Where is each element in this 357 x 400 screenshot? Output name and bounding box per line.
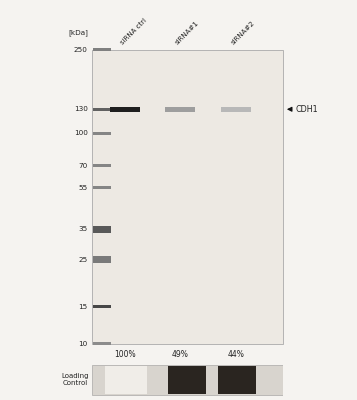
Text: 15: 15 <box>79 304 88 310</box>
Bar <box>93 256 111 263</box>
Text: 55: 55 <box>79 185 88 191</box>
Bar <box>93 186 111 190</box>
Bar <box>93 164 111 167</box>
Text: Loading
Control: Loading Control <box>61 373 89 386</box>
Text: 250: 250 <box>74 46 88 52</box>
Text: 44%: 44% <box>228 350 245 359</box>
Bar <box>165 107 195 112</box>
Text: 35: 35 <box>79 226 88 232</box>
Bar <box>93 305 111 308</box>
Bar <box>93 108 111 111</box>
Bar <box>93 342 111 345</box>
Text: siRNA#2: siRNA#2 <box>230 20 256 46</box>
Bar <box>92 50 283 344</box>
Bar <box>93 226 111 233</box>
Text: 130: 130 <box>74 106 88 112</box>
Text: 100: 100 <box>74 130 88 136</box>
Bar <box>168 366 206 394</box>
Text: 49%: 49% <box>171 350 188 359</box>
Text: 10: 10 <box>79 341 88 347</box>
Bar <box>110 107 140 112</box>
Bar <box>218 366 256 394</box>
Bar <box>221 107 251 112</box>
Text: 100%: 100% <box>114 350 136 359</box>
Text: siRNA#1: siRNA#1 <box>174 20 200 46</box>
Bar <box>105 366 147 394</box>
Text: [kDa]: [kDa] <box>68 29 88 36</box>
Text: siRNA ctrl: siRNA ctrl <box>119 18 147 46</box>
Text: 25: 25 <box>79 257 88 263</box>
Text: 70: 70 <box>79 163 88 169</box>
Bar <box>93 132 111 135</box>
Text: CDH1: CDH1 <box>295 105 318 114</box>
Bar <box>93 48 111 52</box>
